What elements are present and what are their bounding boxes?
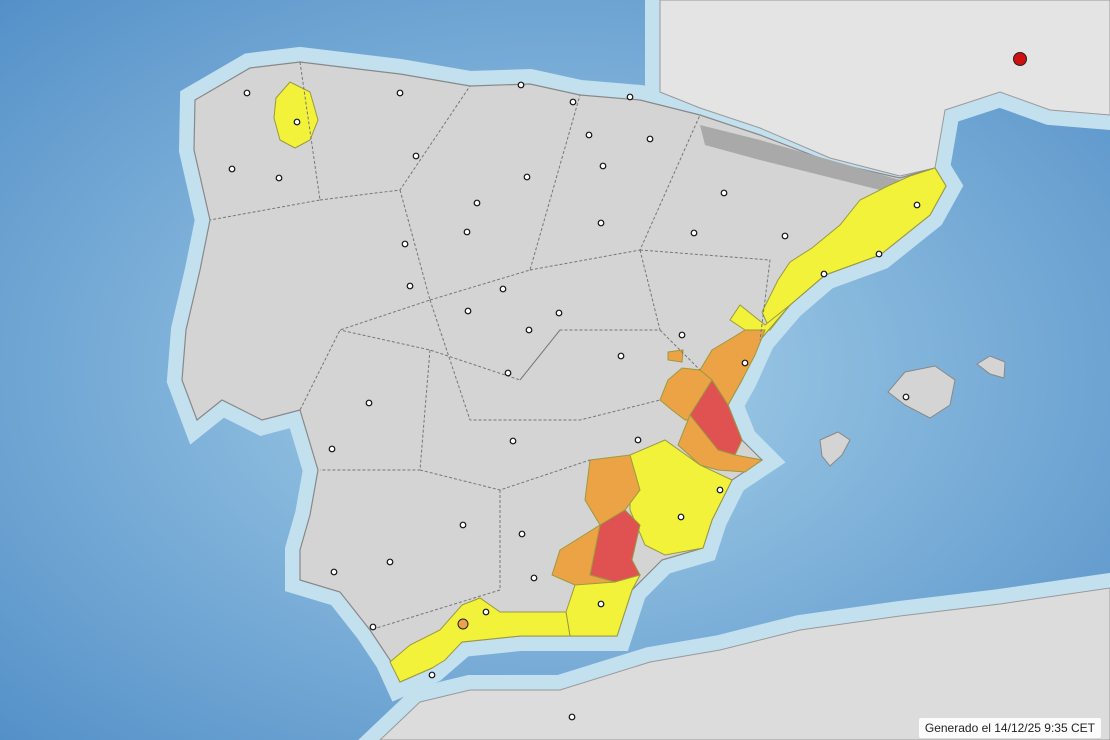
province-border [659,329,701,371]
city-markers [228,52,1027,721]
city-marker[interactable] [902,393,910,401]
city-marker[interactable] [509,437,517,445]
land-africa [379,587,1110,740]
city-marker[interactable] [396,89,404,97]
city-marker[interactable] [634,436,642,444]
city-marker[interactable] [678,331,686,339]
city-marker[interactable] [293,118,301,126]
city-marker-orange[interactable] [457,618,469,630]
city-marker[interactable] [555,309,563,317]
city-marker[interactable] [716,486,724,494]
city-marker[interactable] [401,240,409,248]
city-marker[interactable] [406,282,414,290]
city-marker[interactable] [599,162,607,170]
city-marker[interactable] [328,445,336,453]
province-borders [209,61,771,631]
island-ibiza [819,431,851,467]
city-marker[interactable] [330,568,338,576]
city-marker[interactable] [585,131,593,139]
city-marker[interactable] [275,174,283,182]
island-menorca [976,355,1006,379]
province-border [519,249,661,381]
city-marker[interactable] [646,135,654,143]
city-marker[interactable] [820,270,828,278]
city-marker[interactable] [412,152,420,160]
city-marker[interactable] [386,558,394,566]
province-border [429,299,661,421]
city-marker[interactable] [517,81,525,89]
city-marker[interactable] [720,189,728,197]
city-marker[interactable] [482,608,490,616]
province-border [639,249,771,341]
pyrenees-relief [700,125,900,190]
province-border [429,94,581,301]
island-mallorca [887,365,956,419]
land-layer [181,0,1110,740]
province-border [369,490,501,631]
city-marker[interactable] [677,513,685,521]
city-marker[interactable] [569,98,577,106]
province-border [299,189,431,411]
city-marker[interactable] [459,521,467,529]
city-marker[interactable] [617,352,625,360]
city-marker[interactable] [365,399,373,407]
city-marker[interactable] [228,165,236,173]
city-marker[interactable] [369,623,377,631]
province-border [339,329,561,381]
city-marker[interactable] [568,713,576,721]
city-marker[interactable] [913,201,921,209]
city-marker[interactable] [781,232,789,240]
city-marker[interactable] [626,93,634,101]
zone-valencia-south-orange [677,414,764,473]
province-border [209,61,321,221]
city-marker[interactable] [530,574,538,582]
city-marker[interactable] [243,89,251,97]
city-marker[interactable] [525,326,533,334]
city-marker[interactable] [597,219,605,227]
city-marker-red[interactable] [1013,52,1027,66]
city-marker[interactable] [741,359,749,367]
city-marker[interactable] [504,369,512,377]
city-marker[interactable] [523,173,531,181]
city-marker[interactable] [518,530,526,538]
zone-catalonia-yellow [761,167,947,331]
zone-cuenca-orange [667,349,684,363]
zone-andalusia-coast-yellow [389,597,571,683]
city-marker[interactable] [597,600,605,608]
city-marker[interactable] [463,228,471,236]
zone-lugo-yellow [273,81,319,149]
city-marker[interactable] [464,307,472,315]
warning-zones [273,81,947,683]
city-marker[interactable] [499,285,507,293]
city-marker[interactable] [690,229,698,237]
generated-timestamp: Generado el 14/12/25 9:35 CET [918,718,1101,738]
city-marker[interactable] [473,199,481,207]
city-marker[interactable] [428,671,436,679]
city-marker[interactable] [875,250,883,258]
